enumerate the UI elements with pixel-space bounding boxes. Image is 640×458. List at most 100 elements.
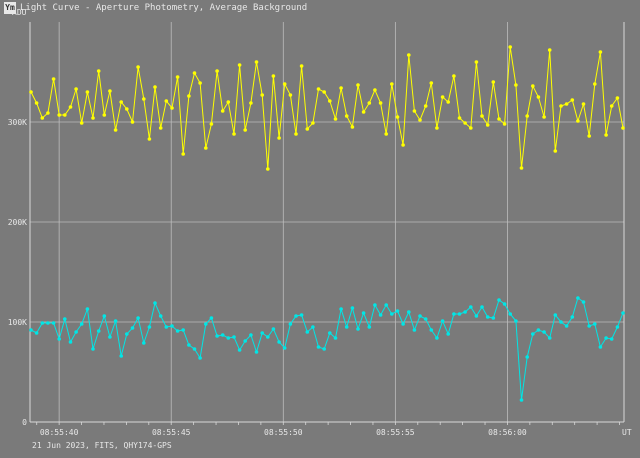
series-0-point (68, 105, 73, 109)
series-1-line (30, 297, 624, 401)
series-1-point (226, 336, 231, 340)
series-1-point (40, 321, 45, 325)
series-0-point (547, 48, 552, 52)
series-1-point (209, 316, 214, 320)
series-0-point (294, 132, 298, 136)
series-0-point (429, 81, 434, 85)
series-1-point (508, 312, 512, 316)
series-0-point (125, 107, 129, 111)
series-0-point (147, 137, 152, 141)
series-0-point (136, 65, 140, 69)
series-0-point (181, 152, 185, 156)
series-0-point (423, 104, 428, 108)
series-0-point (91, 116, 95, 120)
series-0-point (63, 113, 67, 117)
series-1-point (119, 354, 123, 358)
series-0-point (158, 126, 163, 130)
series-0-point (113, 128, 118, 132)
series-0-point (395, 115, 400, 119)
series-1-point (384, 303, 389, 307)
series-0-point (373, 88, 377, 92)
series-0-point (497, 117, 501, 121)
series-1-point (102, 314, 107, 318)
series-0-point (266, 167, 270, 171)
x-tick-labels: 08:55:40 08:55:45 08:55:50 08:55:55 08:56:00 (40, 428, 527, 437)
series-1-point (485, 315, 490, 319)
series-0-point (226, 100, 231, 104)
series-1-point (305, 330, 310, 334)
series-1-point (525, 355, 529, 359)
series-1-point (170, 324, 174, 328)
series-1-point (322, 347, 327, 351)
series-1-point (604, 336, 608, 340)
series-1-point (429, 328, 434, 332)
series-1-point (570, 315, 575, 319)
series-0-point (119, 100, 123, 104)
series-0-point (153, 85, 157, 89)
series-1-point (373, 303, 377, 307)
series-0-point (457, 116, 462, 120)
window-title: Light Curve - Aperture Photometry, Avera… (20, 3, 308, 13)
series-0-point (96, 69, 101, 73)
series-0-point (74, 87, 78, 91)
y-tick-label: 300K (8, 118, 27, 127)
series-0-point (452, 74, 456, 78)
series-0-point (333, 117, 338, 121)
series-1-point (339, 307, 343, 311)
series-1-point (469, 305, 473, 309)
series-1-point (51, 321, 56, 325)
series-1-point (220, 333, 225, 337)
series-1-point (452, 312, 456, 316)
series-1-point (243, 339, 247, 343)
series-1-point (514, 319, 518, 323)
series-1-point (333, 336, 338, 340)
series-1-point (491, 316, 496, 320)
series-1-point (446, 332, 451, 336)
series-0-point (85, 90, 90, 94)
series-0-point (361, 110, 366, 114)
series-0-point (401, 143, 405, 147)
x-tick-label: 08:55:55 (376, 428, 415, 437)
series-1-point (350, 306, 355, 310)
series-1-point (147, 325, 152, 329)
series-1-point (418, 314, 422, 318)
series-0-point (277, 136, 281, 140)
y-tick-label: 200K (8, 218, 27, 227)
series-0-point (232, 132, 236, 136)
app-icon[interactable]: Ym (4, 2, 16, 14)
series-1-point (136, 316, 140, 320)
series-1-point (96, 329, 101, 333)
series-0-point (142, 97, 146, 101)
series-0-point (130, 120, 135, 124)
series-0-point (609, 104, 614, 108)
series-0-point (192, 71, 197, 75)
series-0-point (215, 69, 219, 73)
series-0-point (367, 101, 372, 105)
series-1-point (361, 311, 366, 315)
y-tick-labels: 0 100K 200K 300K (8, 118, 27, 427)
series-1-point (266, 335, 270, 339)
series-0-point (581, 102, 586, 106)
series-1-point (440, 319, 445, 323)
series-0-point (299, 64, 304, 68)
series-1-point (587, 324, 591, 328)
series-1-point (615, 325, 620, 329)
series-1-point (288, 322, 293, 326)
series-1-point (260, 331, 265, 335)
series-1-point (125, 332, 129, 336)
series-0-point (350, 125, 355, 129)
series-0-point (564, 102, 569, 106)
series-1-point (390, 312, 394, 316)
series-0-point (322, 90, 327, 94)
series-0-point (587, 134, 591, 138)
series-0-point (559, 104, 563, 108)
series-0-point (384, 132, 389, 136)
y-tick-label: 100K (8, 318, 27, 327)
series-1-point (559, 320, 563, 324)
series-0-point (615, 96, 620, 100)
series-0-point (491, 80, 496, 84)
plot-frame (29, 22, 625, 425)
series-1-point (215, 334, 219, 338)
series-0-point (164, 99, 169, 103)
series-1-point (277, 340, 281, 344)
